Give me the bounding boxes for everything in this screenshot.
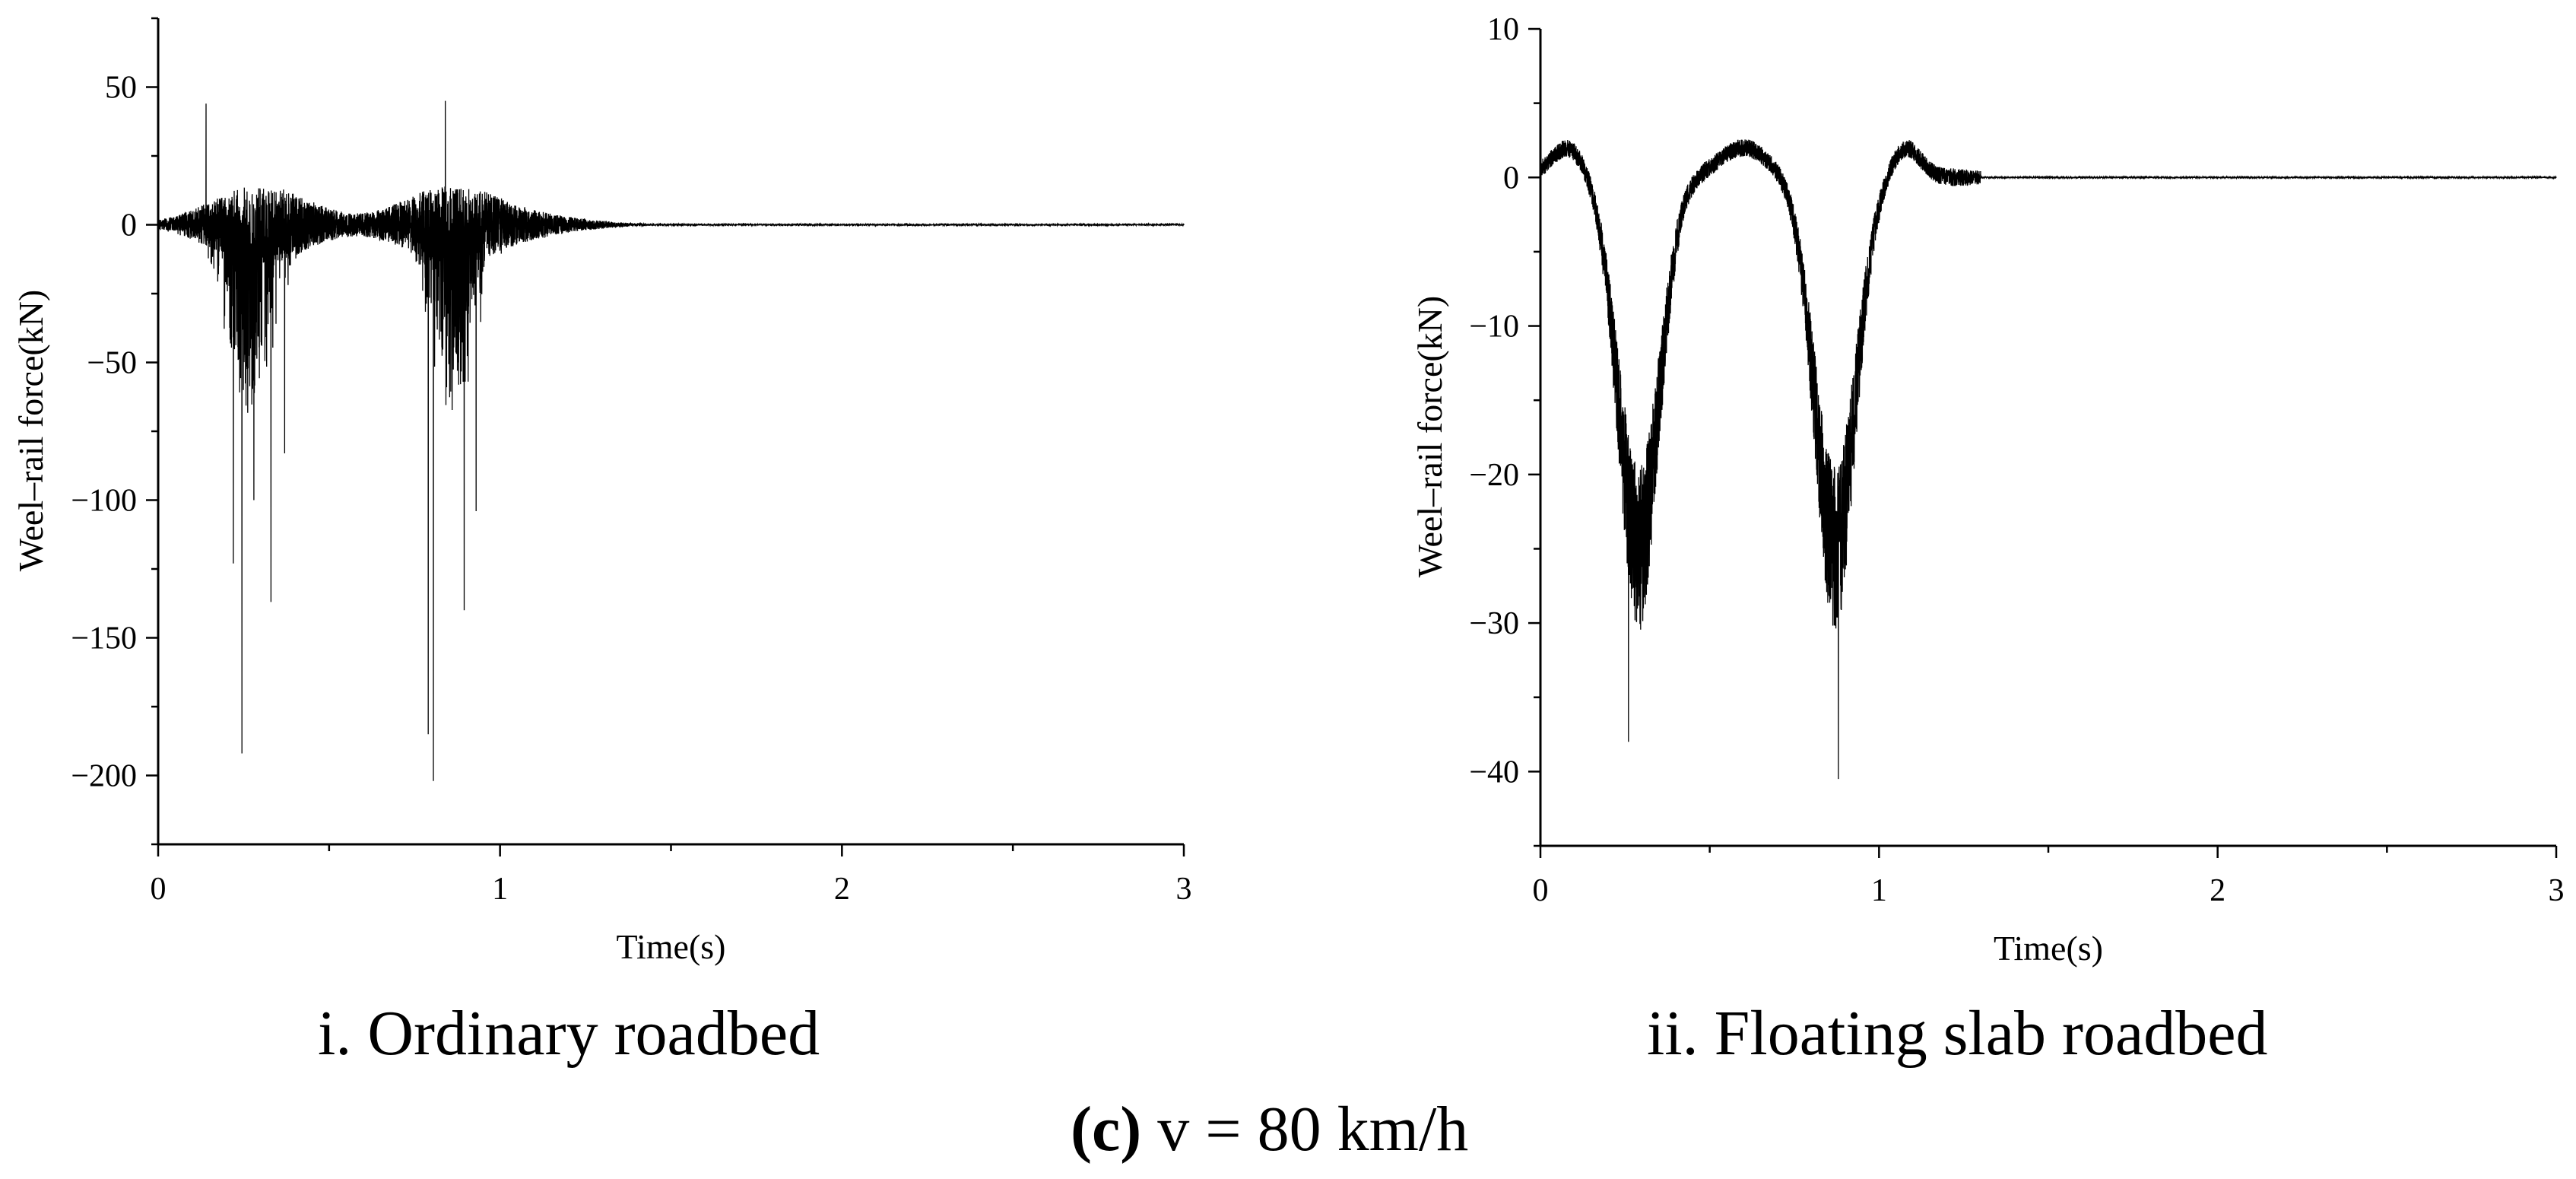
y-axis-label: Weel–rail force(kN) — [11, 290, 50, 571]
x-tick-label: 3 — [2549, 873, 2565, 908]
y-tick-label: −150 — [71, 621, 137, 656]
subcaption-ordinary-roadbed: i. Ordinary roadbed — [318, 998, 820, 1069]
series-line — [1540, 139, 2557, 780]
x-tick-label: 1 — [1871, 873, 1887, 908]
y-tick-label: −30 — [1469, 606, 1519, 641]
y-tick-label: −40 — [1469, 755, 1519, 790]
y-tick-label: 10 — [1487, 12, 1519, 47]
series-line — [157, 100, 1185, 781]
y-axis-label: Weel–rail force(kN) — [1410, 296, 1449, 577]
y-tick-label: −200 — [71, 759, 137, 794]
y-tick-label: −50 — [87, 346, 137, 381]
x-tick-label: 3 — [1176, 872, 1192, 907]
x-tick-label: 0 — [151, 872, 167, 907]
chart-panel-ordinary: 0 1 2 3 50 0 −50 −100 −150 −200 Time(s) Weel–rail f… — [11, 17, 1192, 966]
main-caption-text: v = 80 km/h — [1141, 1094, 1469, 1165]
subcaption-floating-slab-roadbed: ii. Floating slab roadbed — [1647, 998, 2268, 1069]
x-tick-label: 0 — [1533, 873, 1549, 908]
main-caption-label: (c) — [1071, 1094, 1142, 1165]
x-tick-label: 1 — [492, 872, 508, 907]
x-tick-label: 2 — [2210, 873, 2225, 908]
main-caption: (c) v = 80 km/h — [1071, 1092, 1468, 1166]
x-axis-label: Time(s) — [1994, 929, 2103, 968]
y-tick-label: −10 — [1469, 310, 1519, 345]
x-tick-label: 2 — [834, 872, 850, 907]
x-axis-label: Time(s) — [617, 927, 726, 966]
y-tick-label: 0 — [121, 208, 137, 243]
chart-panel-floating: 0 1 2 3 10 0 −10 −20 −30 −40 Time(s) Weel–rail forc… — [1410, 12, 2565, 968]
y-tick-label: −20 — [1469, 458, 1519, 493]
y-tick-label: 50 — [105, 71, 137, 106]
y-tick-label: −100 — [71, 484, 137, 519]
y-tick-label: 0 — [1503, 160, 1519, 195]
